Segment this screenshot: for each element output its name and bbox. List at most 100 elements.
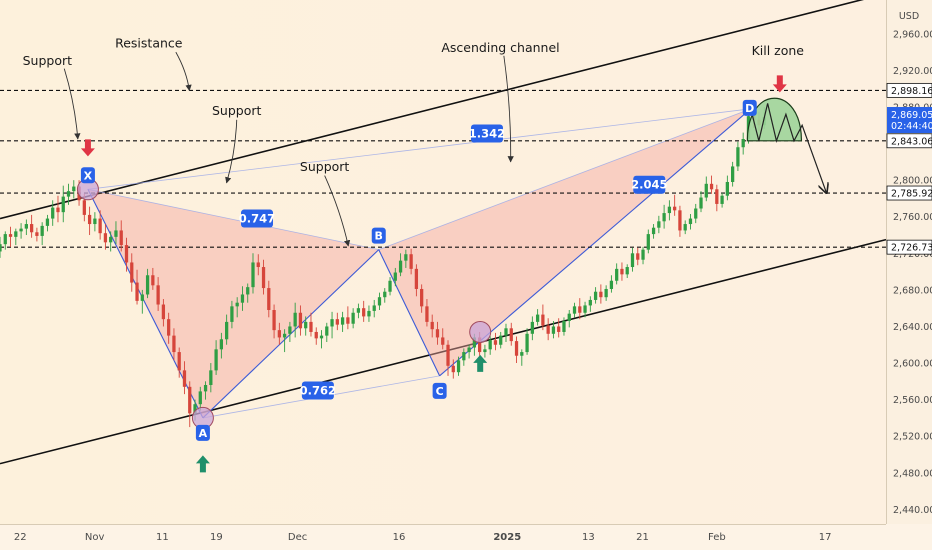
candle[interactable]: [203, 381, 208, 400]
candle[interactable]: [235, 297, 239, 318]
candle[interactable]: [546, 318, 550, 341]
candle[interactable]: [530, 316, 534, 341]
candle[interactable]: [483, 344, 487, 358]
candle[interactable]: [414, 264, 419, 297]
candle[interactable]: [704, 176, 708, 202]
candle[interactable]: [430, 314, 434, 338]
candle[interactable]: [161, 299, 166, 327]
candle[interactable]: [493, 332, 498, 351]
pattern-point-x[interactable]: X: [80, 167, 95, 184]
candle[interactable]: [599, 284, 603, 304]
candle[interactable]: [40, 222, 44, 246]
candle[interactable]: [393, 267, 397, 287]
candle[interactable]: [709, 175, 714, 194]
candle[interactable]: [293, 302, 297, 338]
candle[interactable]: [14, 228, 18, 246]
candle[interactable]: [641, 246, 645, 265]
candle[interactable]: [230, 300, 234, 329]
candle[interactable]: [646, 229, 650, 254]
fib-ratio-2[interactable]: 0.762: [300, 381, 336, 400]
candle[interactable]: [172, 328, 176, 361]
candle[interactable]: [725, 175, 729, 201]
candle[interactable]: [636, 247, 640, 266]
channel-upper-line[interactable]: [0, 0, 886, 220]
candle[interactable]: [604, 285, 608, 301]
candle[interactable]: [156, 277, 160, 311]
candle[interactable]: [66, 183, 71, 205]
candle[interactable]: [251, 253, 255, 294]
candle[interactable]: [593, 287, 598, 304]
candle[interactable]: [567, 310, 571, 328]
candle[interactable]: [425, 299, 429, 327]
candle[interactable]: [699, 191, 703, 213]
candle[interactable]: [24, 219, 28, 236]
candle[interactable]: [72, 180, 76, 199]
candle[interactable]: [673, 194, 677, 216]
candle[interactable]: [557, 318, 561, 338]
candle[interactable]: [683, 220, 687, 235]
candle[interactable]: [246, 283, 250, 303]
candle[interactable]: [151, 267, 155, 290]
candle[interactable]: [404, 249, 408, 268]
candle[interactable]: [219, 332, 224, 359]
candle[interactable]: [267, 280, 271, 318]
candle[interactable]: [625, 264, 629, 279]
candle[interactable]: [662, 204, 666, 229]
candle[interactable]: [630, 247, 635, 272]
candle[interactable]: [731, 161, 735, 187]
candle[interactable]: [535, 309, 540, 326]
candle[interactable]: [135, 269, 139, 305]
candle[interactable]: [520, 349, 524, 366]
candle[interactable]: [678, 205, 682, 237]
candle[interactable]: [214, 340, 218, 375]
pattern-point-b[interactable]: B: [371, 227, 386, 244]
candle[interactable]: [119, 220, 123, 252]
candle[interactable]: [109, 231, 113, 252]
channel-lower-line[interactable]: [0, 238, 887, 465]
candle[interactable]: [209, 363, 213, 393]
candle[interactable]: [578, 298, 582, 320]
candle[interactable]: [198, 386, 202, 411]
candle[interactable]: [340, 311, 345, 332]
candle[interactable]: [583, 301, 587, 318]
candle[interactable]: [282, 329, 287, 353]
candle[interactable]: [45, 214, 50, 232]
candle[interactable]: [388, 277, 392, 296]
candle[interactable]: [446, 340, 450, 376]
candle[interactable]: [451, 359, 455, 379]
candle[interactable]: [309, 312, 313, 337]
candle[interactable]: [98, 210, 102, 240]
fib-ratio-4[interactable]: 2.045: [631, 175, 667, 194]
candle[interactable]: [0, 236, 2, 258]
candle[interactable]: [609, 275, 614, 293]
candle[interactable]: [93, 212, 97, 232]
price-level-tag-3[interactable]: 2,785.92: [886, 185, 932, 201]
candle[interactable]: [367, 305, 371, 322]
candle[interactable]: [124, 237, 129, 272]
candle[interactable]: [188, 381, 192, 428]
candle[interactable]: [657, 215, 661, 234]
candle[interactable]: [441, 328, 445, 350]
candle[interactable]: [667, 200, 672, 221]
candle[interactable]: [182, 361, 187, 395]
candle[interactable]: [541, 304, 545, 331]
candle[interactable]: [551, 320, 556, 339]
candle[interactable]: [362, 300, 366, 322]
candle[interactable]: [103, 224, 108, 250]
candle[interactable]: [720, 192, 724, 208]
candle[interactable]: [651, 224, 656, 239]
pattern-point-c[interactable]: C: [432, 382, 447, 399]
candle[interactable]: [225, 314, 229, 345]
candle[interactable]: [56, 195, 60, 223]
candle[interactable]: [435, 321, 440, 345]
candle[interactable]: [499, 331, 503, 349]
candle[interactable]: [319, 330, 324, 349]
candle[interactable]: [346, 306, 350, 330]
candle[interactable]: [3, 231, 7, 250]
candle[interactable]: [572, 302, 577, 318]
candle[interactable]: [715, 184, 719, 212]
candle[interactable]: [256, 254, 260, 276]
price-level-tag-2[interactable]: 2,843.06: [886, 133, 932, 149]
candle[interactable]: [314, 327, 318, 345]
